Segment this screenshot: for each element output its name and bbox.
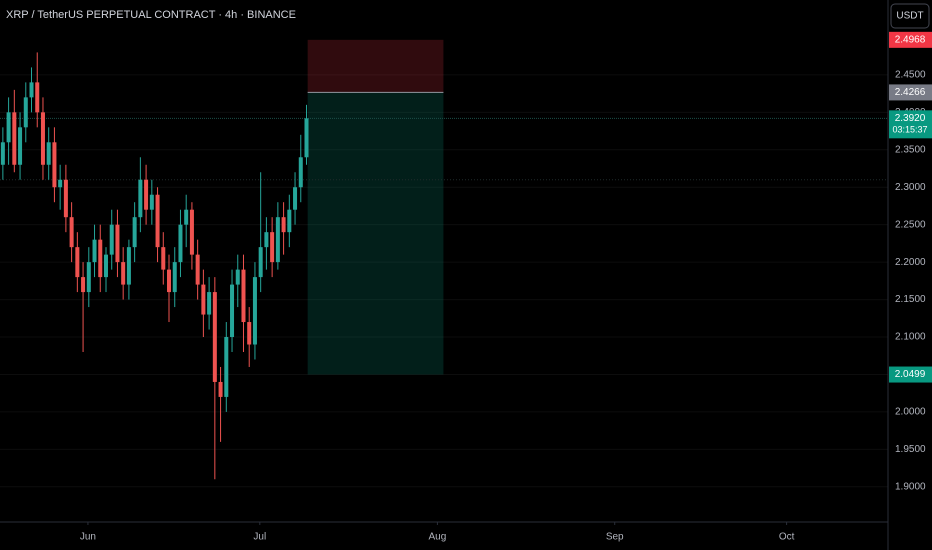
- candle-body: [40, 112, 45, 165]
- candle-body: [293, 187, 298, 210]
- candle-body: [63, 179, 68, 218]
- candle-body: [235, 269, 240, 285]
- entry-price-label-text: 2.4266: [895, 87, 926, 98]
- candle-body: [92, 239, 97, 263]
- candle-body: [144, 179, 149, 210]
- candle-body: [58, 179, 63, 188]
- candle-body: [103, 254, 108, 278]
- y-tick-label: 2.1500: [895, 294, 926, 305]
- candle-body: [172, 262, 177, 293]
- candle-body: [195, 254, 200, 285]
- candle-body: [86, 262, 91, 293]
- candle-body: [207, 292, 212, 315]
- candle-body: [52, 142, 57, 188]
- stop-price-label-text: 2.4968: [895, 34, 926, 45]
- candle-body: [230, 284, 235, 338]
- x-tick-label: Jun: [80, 532, 96, 543]
- y-tick-label: 2.3000: [895, 182, 926, 193]
- y-tick-label: 2.0000: [895, 407, 926, 418]
- candle-body: [75, 247, 80, 278]
- candle-body: [35, 82, 40, 113]
- candle-body: [264, 232, 269, 248]
- candle-body: [126, 247, 131, 285]
- currency-button-label[interactable]: USDT: [896, 11, 923, 22]
- candle-body: [29, 82, 34, 98]
- candle-body: [46, 142, 51, 165]
- candle-body: [298, 157, 303, 188]
- y-tick-label: 2.3500: [895, 144, 926, 155]
- candle-body: [252, 277, 257, 345]
- candle-body: [81, 277, 86, 293]
- candle-body: [287, 209, 292, 233]
- candle-body: [201, 284, 206, 315]
- target-zone: [307, 92, 444, 375]
- candle-body: [167, 269, 172, 293]
- candle-body: [121, 262, 126, 285]
- candle-body: [304, 118, 309, 158]
- candle-body: [189, 209, 194, 255]
- y-tick-label: 2.2000: [895, 257, 926, 268]
- candle-body: [98, 239, 103, 278]
- candle-body: [247, 322, 252, 345]
- candle-body: [155, 194, 160, 248]
- candle-body: [275, 217, 280, 263]
- price-axis: 1.90001.95002.00002.05002.10002.15002.20…: [889, 31, 932, 492]
- candle-body: [109, 224, 114, 255]
- candle-body: [18, 127, 23, 165]
- candle-body: [23, 97, 28, 128]
- x-tick-label: Sep: [606, 532, 624, 543]
- candle-body: [0, 142, 5, 165]
- currency-button[interactable]: [890, 3, 930, 29]
- last-price-box: [889, 110, 932, 139]
- candle-body: [212, 292, 217, 382]
- candle-body: [138, 179, 143, 218]
- x-tick-label: Jul: [253, 532, 266, 543]
- stop-price-label-box: [889, 31, 932, 48]
- candle-body: [281, 217, 286, 233]
- target-price-label-text: 2.0499: [895, 369, 926, 380]
- candle-body: [218, 381, 223, 397]
- last-price-text: 2.3920: [895, 113, 926, 124]
- entry-price-label-box: [889, 84, 932, 101]
- candle-body: [132, 217, 137, 248]
- y-tick-label: 1.9500: [895, 444, 926, 455]
- y-tick-label: 2.1000: [895, 332, 926, 343]
- candle-body: [241, 269, 246, 323]
- candle-body: [115, 224, 120, 263]
- plot-area: [0, 39, 888, 525]
- candle-body: [178, 224, 183, 263]
- x-tick-label: Aug: [429, 532, 447, 543]
- candle-body: [161, 247, 166, 270]
- x-tick-label: Oct: [779, 532, 795, 543]
- y-tick-label: 1.9000: [895, 481, 926, 492]
- candle-body: [12, 112, 17, 165]
- y-tick-label: 2.4500: [895, 70, 926, 81]
- symbol-title: XRP / TetherUS PERPETUAL CONTRACT · 4h ·…: [6, 9, 296, 21]
- candle-body: [270, 232, 275, 263]
- target-price-label-box: [889, 366, 932, 383]
- candle-body: [184, 209, 189, 225]
- y-tick-label: 2.2500: [895, 219, 926, 230]
- candle-body: [224, 337, 229, 397]
- candle-body: [6, 112, 11, 143]
- candle-body: [149, 194, 154, 210]
- candle-body: [258, 247, 263, 278]
- stop-zone: [307, 39, 444, 93]
- candle-body: [69, 217, 74, 248]
- countdown-text: 03:15:37: [892, 125, 927, 135]
